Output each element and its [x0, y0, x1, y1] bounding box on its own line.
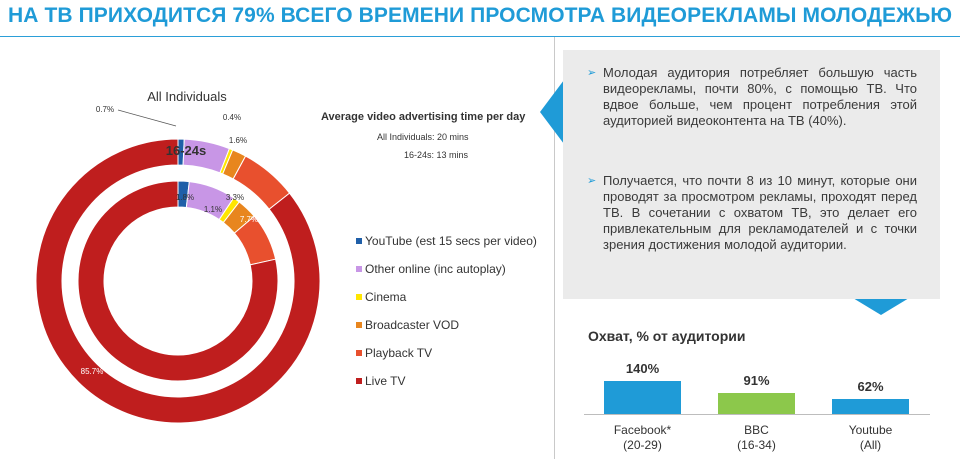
reach-bar — [604, 381, 681, 414]
title-divider — [0, 36, 960, 37]
legend-swatch — [356, 294, 362, 300]
slice-label: 3.3% — [226, 193, 244, 202]
slice-label: 6.5% — [249, 150, 267, 159]
slice-label: 78.5% — [115, 313, 138, 322]
donut-subtitle-young: 16-24s: 13 mins — [404, 150, 469, 160]
reach-category-line: (20-29) — [623, 438, 662, 452]
left-arrow-icon — [540, 76, 567, 148]
reach-category-label: Facebook* (20-29) — [598, 423, 688, 453]
slice-label: 85.7% — [81, 367, 104, 376]
donut-slice — [35, 138, 321, 424]
slice-label: 1.8% — [176, 193, 194, 202]
leader-line — [117, 109, 177, 127]
reach-bar — [718, 392, 795, 414]
legend-swatch — [356, 378, 362, 384]
donut-title: Average video advertising time per day — [321, 111, 526, 123]
slice-label: 7.7% — [240, 215, 258, 224]
donut-slice — [77, 180, 279, 382]
reach-category-label: Youtube (All) — [826, 423, 916, 453]
slice-label: 1.6% — [229, 136, 247, 145]
reach-category-line: Facebook* — [613, 423, 672, 437]
legend-swatch — [356, 238, 362, 244]
reach-category-line: Youtube — [848, 423, 893, 437]
insight-text: Молодая аудитория потребляет большую час… — [603, 65, 917, 128]
legend-label: YouTube (est 15 secs per video) — [365, 234, 537, 248]
insight-bullet: ➢ Молодая аудитория потребляет большую ч… — [587, 65, 917, 129]
slice-label: 0.4% — [223, 113, 241, 122]
bullet-arrow-icon: ➢ — [587, 175, 597, 187]
bullet-arrow-icon: ➢ — [587, 67, 597, 79]
reach-category-line: (All) — [859, 438, 882, 452]
slice-label: 0.7% — [96, 105, 114, 114]
legend-label: Cinema — [365, 290, 407, 304]
reach-value-label: 140% — [625, 361, 660, 376]
ring-name-all-individuals: All Individuals — [147, 89, 227, 104]
legend-swatch — [356, 350, 362, 356]
legend-label: Playback TV — [365, 346, 433, 360]
panel-divider — [554, 37, 555, 459]
reach-bar — [832, 399, 909, 414]
reach-value-label: 91% — [743, 372, 770, 388]
legend-label: Other online (inc autoplay) — [365, 262, 506, 276]
ring-name-16-24s: 16-24s — [166, 143, 206, 158]
slice-label: 5.2% — [193, 124, 211, 133]
slice-label: 7.6% — [200, 174, 218, 183]
legend-label: Live TV — [365, 374, 406, 388]
legend-swatch — [356, 322, 362, 328]
insight-bullet: ➢ Получается, что почти 8 из 10 минут, к… — [587, 173, 917, 253]
reach-chart-title: Охват, % от аудитории — [588, 328, 746, 344]
legend-label: Broadcaster VOD — [365, 318, 460, 332]
legend-swatch — [356, 266, 362, 272]
reach-category-label: BBC (16-34) — [712, 423, 802, 453]
insight-text: Получается, что почти 8 из 10 минут, кот… — [603, 173, 917, 252]
page-title: НА ТВ ПРИХОДИТСЯ 79% ВСЕГО ВРЕМЕНИ ПРОСМ… — [8, 4, 953, 27]
reach-category-line: BBC — [744, 423, 769, 437]
donut-chart: 0.7% 5.2% 0.4% 1.6%6.5% 85.7% All Individuals… — [35, 89, 321, 424]
reach-value-label: 62% — [857, 379, 884, 395]
donut-subtitle-all: All Individuals: 20 mins — [377, 132, 469, 142]
insights-box: ➢ Молодая аудитория потребляет большую ч… — [563, 50, 940, 299]
reach-baseline — [584, 414, 930, 415]
reach-category-line: (16-34) — [737, 438, 776, 452]
slice-label: 1.1% — [204, 205, 222, 214]
